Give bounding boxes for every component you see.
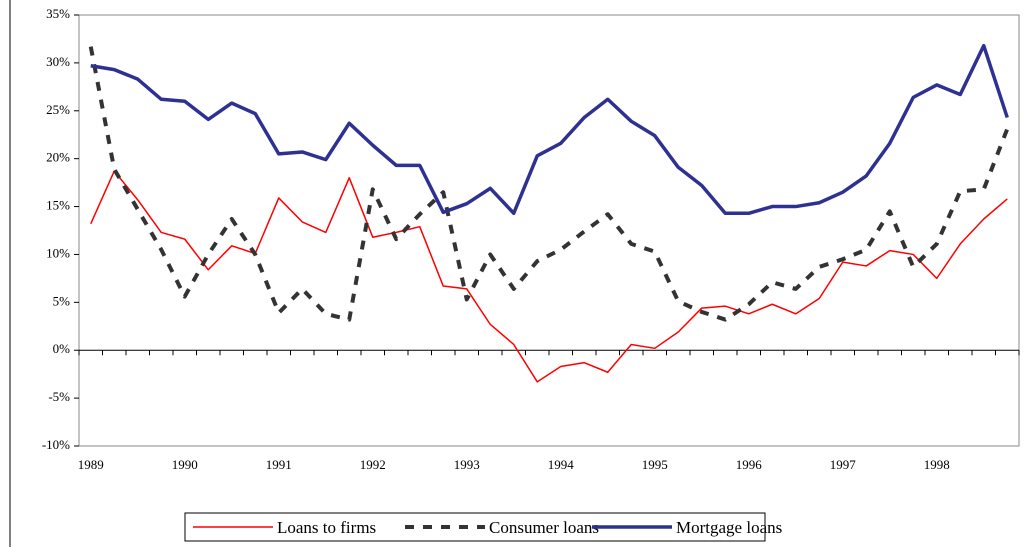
x-tick-label: 1996	[736, 457, 763, 472]
legend-label: Loans to firms	[277, 518, 376, 537]
y-tick-label: 20%	[46, 150, 70, 165]
y-tick-label: 30%	[46, 54, 70, 69]
x-tick-label: 1993	[454, 457, 480, 472]
series-line	[90, 170, 1008, 383]
legend-label: Consumer loans	[489, 518, 599, 537]
y-tick-label: 35%	[46, 6, 70, 21]
x-tick-label: 1989	[78, 457, 104, 472]
y-tick-label: 5%	[53, 293, 71, 308]
plot-area	[78, 14, 1020, 447]
series-line	[90, 43, 1009, 216]
x-tick-label: 1991	[266, 457, 292, 472]
x-tick-label: 1995	[642, 457, 668, 472]
y-tick-label: -10%	[42, 437, 70, 452]
x-tick-label: 1990	[172, 457, 198, 472]
x-tick-label: 1994	[548, 457, 575, 472]
legend-label: Mortgage loans	[676, 518, 782, 537]
x-tick-label: 1998	[924, 457, 950, 472]
y-tick-label: 10%	[46, 245, 70, 260]
y-tick-label: 25%	[46, 102, 70, 117]
y-tick-label: 15%	[46, 198, 70, 213]
x-tick-label: 1992	[360, 457, 386, 472]
x-tick-label: 1997	[830, 457, 857, 472]
series-line	[88, 46, 1010, 322]
y-tick-label: 0%	[53, 341, 71, 356]
y-tick-label: -5%	[48, 389, 70, 404]
